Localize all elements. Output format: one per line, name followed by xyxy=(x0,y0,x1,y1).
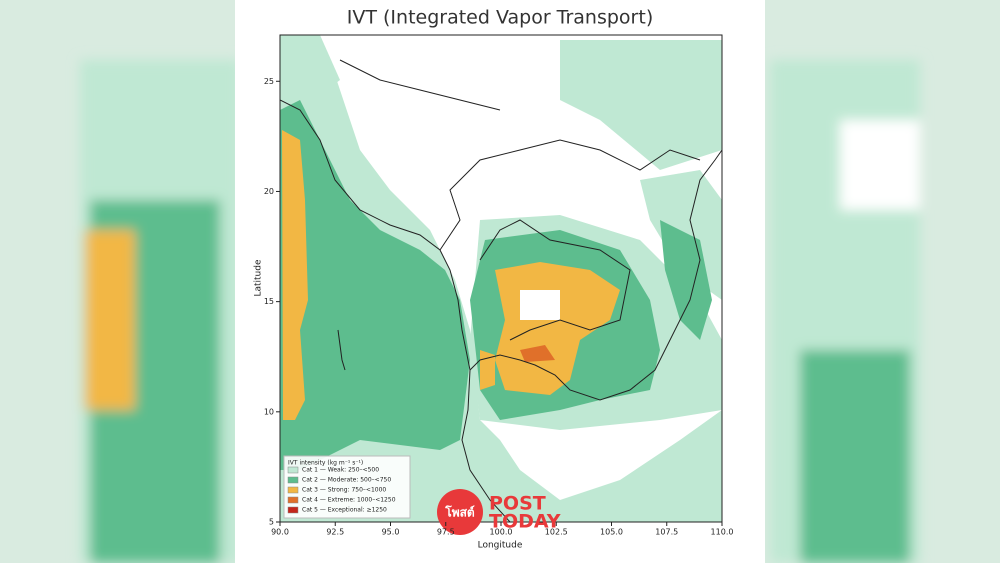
x-tick-label: 105.0 xyxy=(600,528,623,537)
y-tick-label: 15 xyxy=(264,297,274,306)
y-tick-label: 20 xyxy=(264,187,274,196)
legend-label: Cat 1 — Weak: 250–<500 xyxy=(302,467,379,474)
legend-box xyxy=(283,455,411,519)
legend-swatch xyxy=(287,476,299,484)
x-tick-label: 90.0 xyxy=(271,528,289,537)
ivt-map xyxy=(280,35,722,522)
title: IVT (Integrated Vapor Transport) xyxy=(347,7,653,29)
logo-circle xyxy=(437,489,483,535)
legend-swatch xyxy=(287,466,299,474)
x-tick-label: 100.0 xyxy=(490,528,513,537)
x-tick-label: 102.5 xyxy=(545,528,568,537)
legend: IVT intensity (kg m⁻¹ s⁻¹) Cat 1 — Weak:… xyxy=(283,455,411,519)
x-axis-label: Longitude xyxy=(478,541,523,551)
legend-title: IVT intensity (kg m⁻¹ s⁻¹) xyxy=(288,460,363,467)
y-tick-label: 25 xyxy=(264,77,274,86)
legend-label: Cat 4 — Extreme: 1000–<1250 xyxy=(302,497,396,504)
legend-label: Cat 5 — Exceptional: ≥1250 xyxy=(302,507,387,514)
legend-swatch xyxy=(287,496,299,504)
y-tick-label: 5 xyxy=(269,518,274,527)
y-tick-label: 10 xyxy=(264,407,274,416)
legend-label: Cat 2 — Moderate: 500–<750 xyxy=(302,477,391,484)
logo-text: TODAY xyxy=(489,511,561,533)
logo-mark: โพสต์ xyxy=(444,505,475,520)
legend-swatch xyxy=(287,486,299,494)
x-tick-label: 92.5 xyxy=(326,528,344,537)
x-tick-label: 110.0 xyxy=(711,528,734,537)
x-tick-label: 97.5 xyxy=(437,528,455,537)
logo-text: POST xyxy=(489,493,546,515)
legend-swatch xyxy=(287,506,299,514)
logo: โพสต์ POST TODAY xyxy=(437,489,561,535)
y-axis-label: Latitude xyxy=(254,259,264,297)
x-tick-label: 107.5 xyxy=(655,528,678,537)
legend-label: Cat 3 — Strong: 750–<1000 xyxy=(302,487,386,494)
x-tick-label: 95.0 xyxy=(382,528,400,537)
